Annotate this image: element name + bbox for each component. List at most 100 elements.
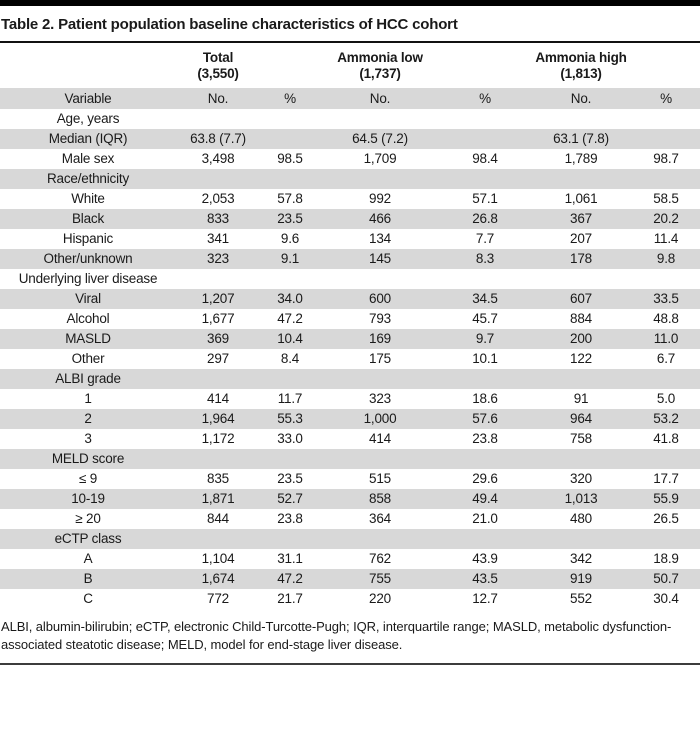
- cell: 297: [207, 351, 229, 366]
- group-header-ammonia-high: Ammonia high (1,813): [530, 43, 632, 88]
- cell: 466: [369, 211, 391, 226]
- cell: 43.9: [472, 551, 498, 566]
- cell: 835: [207, 471, 229, 486]
- table-row: 1 414 11.7 323 18.6 91 5.0: [0, 389, 700, 409]
- cell: 1,709: [363, 151, 397, 166]
- section-row: ALBI grade: [0, 369, 700, 389]
- cell: 43.5: [472, 571, 498, 586]
- cell: [320, 529, 440, 549]
- cell: 919: [570, 571, 592, 586]
- cell: 323: [207, 251, 229, 266]
- table-row: MASLD 369 10.4 169 9.7 200 11.0: [0, 329, 700, 349]
- cell: 18.9: [653, 551, 679, 566]
- cell: 12.7: [472, 591, 498, 606]
- cell: [176, 169, 260, 189]
- cell: 21.7: [277, 591, 303, 606]
- section-row: Age, years: [0, 109, 700, 129]
- cell: 64.5 (7.2): [352, 131, 408, 146]
- cell: 844: [207, 511, 229, 526]
- cell: [440, 169, 530, 189]
- table-body: Age, years Median (IQR) 63.8 (7.7) 64.5 (7.…: [0, 109, 700, 609]
- row-label: Hispanic: [62, 231, 114, 246]
- cell: [320, 169, 440, 189]
- cell: 1,674: [201, 571, 235, 586]
- cell: 1,871: [201, 491, 235, 506]
- group-header-total: Total (3,550): [176, 43, 260, 88]
- cell: 23.8: [277, 511, 303, 526]
- cell: 57.1: [472, 191, 498, 206]
- cell: 23.5: [277, 471, 303, 486]
- cell: 9.6: [280, 231, 300, 246]
- cell: 57.6: [472, 411, 498, 426]
- cell: [440, 269, 530, 289]
- cell: 33.5: [653, 291, 679, 306]
- group-header-spacer: [0, 43, 176, 88]
- cell: [320, 449, 440, 469]
- cell: [260, 369, 320, 389]
- row-label: Viral: [75, 291, 101, 306]
- cell: [632, 269, 700, 289]
- cell: 755: [369, 571, 391, 586]
- group-label: Ammonia high: [535, 49, 627, 65]
- cell: [176, 449, 260, 469]
- row-label: Other/unknown: [43, 251, 133, 266]
- cell: 178: [570, 251, 592, 266]
- column-header-no: No.: [176, 88, 260, 109]
- cell: 29.6: [472, 471, 498, 486]
- cell: 98.7: [653, 151, 679, 166]
- cell: 48.8: [653, 311, 679, 326]
- cell: [530, 109, 632, 129]
- cell: [440, 449, 530, 469]
- cell: [440, 369, 530, 389]
- table-row: Other 297 8.4 175 10.1 122 6.7: [0, 349, 700, 369]
- cell: [260, 109, 320, 129]
- cell: 34.5: [472, 291, 498, 306]
- cell: [632, 169, 700, 189]
- cell: 52.7: [277, 491, 303, 506]
- table-row: Other/unknown 323 9.1 145 8.3 178 9.8: [0, 249, 700, 269]
- cell: [632, 449, 700, 469]
- cell: 2,053: [201, 191, 235, 206]
- column-header-pct: %: [440, 88, 530, 109]
- cell: 1,061: [564, 191, 598, 206]
- row-label: ≤ 9: [78, 471, 98, 486]
- table-row: Alcohol 1,677 47.2 793 45.7 884 48.8: [0, 309, 700, 329]
- table-row: ≥ 20 844 23.8 364 21.0 480 26.5: [0, 509, 700, 529]
- cell: [320, 369, 440, 389]
- cell: 11.0: [653, 331, 679, 346]
- cell: 9.7: [475, 331, 495, 346]
- cell: 47.2: [277, 571, 303, 586]
- cell: [260, 169, 320, 189]
- cell: 414: [207, 391, 229, 406]
- cell: [632, 129, 700, 149]
- cell: 26.8: [472, 211, 498, 226]
- row-label: Median (IQR): [48, 131, 128, 146]
- cell: 220: [369, 591, 391, 606]
- group-header-spacer: [632, 43, 700, 88]
- cell: 55.3: [277, 411, 303, 426]
- group-n: (3,550): [197, 65, 239, 81]
- cell: 33.0: [277, 431, 303, 446]
- group-label: Total: [202, 49, 234, 65]
- cell: 342: [570, 551, 592, 566]
- cell: 607: [570, 291, 592, 306]
- cell: 858: [369, 491, 391, 506]
- row-label: Other: [71, 351, 105, 366]
- cell: [176, 109, 260, 129]
- group-label: Ammonia low: [337, 49, 423, 65]
- cell: 31.1: [277, 551, 303, 566]
- table-row: ≤ 9 835 23.5 515 29.6 320 17.7: [0, 469, 700, 489]
- cell: 600: [369, 291, 391, 306]
- section-row: Underlying liver disease: [0, 269, 700, 289]
- cell: 884: [570, 311, 592, 326]
- cell: 367: [570, 211, 592, 226]
- row-label: Age, years: [56, 111, 120, 126]
- cell: 11.4: [653, 231, 679, 246]
- row-label: eCTP class: [54, 531, 122, 546]
- cell: 1,677: [201, 311, 235, 326]
- section-row: Race/ethnicity: [0, 169, 700, 189]
- cell: 1,172: [201, 431, 235, 446]
- cell: [176, 529, 260, 549]
- cell: 1,000: [363, 411, 397, 426]
- cell: 98.5: [277, 151, 303, 166]
